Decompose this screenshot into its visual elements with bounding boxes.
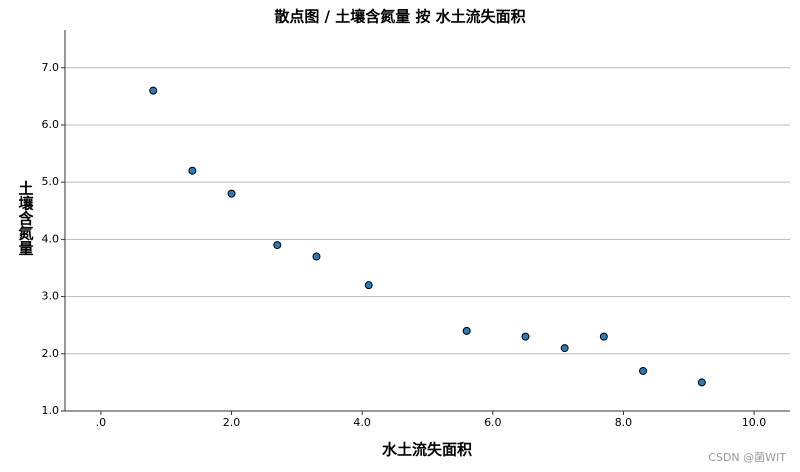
x-tick-label: 6.0 — [484, 416, 502, 429]
point — [273, 241, 282, 250]
y-tick-label: 6.0 — [42, 118, 60, 131]
x-tick-label: 4.0 — [353, 416, 371, 429]
point — [521, 332, 530, 341]
point — [188, 166, 197, 175]
point — [639, 366, 648, 375]
point — [599, 332, 608, 341]
point — [312, 252, 321, 261]
point — [149, 86, 158, 95]
point — [697, 378, 706, 387]
point — [560, 344, 569, 353]
x-axis-label: 水土流失面积 — [382, 441, 472, 459]
x-tick-label: 10.0 — [742, 416, 767, 429]
y-tick-label: 4.0 — [42, 232, 60, 245]
y-tick-label: 3.0 — [42, 290, 60, 303]
x-tick-label: 8.0 — [615, 416, 633, 429]
point — [462, 326, 471, 335]
point — [364, 281, 373, 290]
y-tick-label: 1.0 — [42, 404, 60, 417]
x-tick-label: .0 — [96, 416, 107, 429]
y-tick-label: 7.0 — [42, 61, 60, 74]
y-tick-label: 5.0 — [42, 175, 60, 188]
y-tick-label: 2.0 — [42, 347, 60, 360]
x-tick-label: 2.0 — [223, 416, 241, 429]
point — [227, 189, 236, 198]
y-axis-label: 土壤含氮量 — [17, 180, 35, 256]
watermark: CSDN @菌WIT — [708, 451, 786, 464]
chart-title: 散点图 / 土壤含氮量 按 水土流失面积 — [274, 8, 525, 26]
